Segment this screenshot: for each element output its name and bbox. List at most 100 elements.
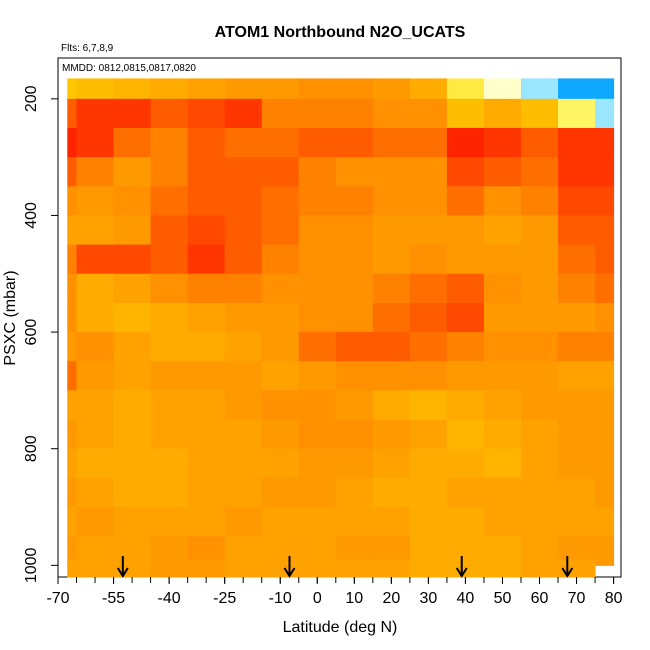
heatmap-cell — [409, 127, 448, 158]
heatmap-cell — [446, 98, 485, 129]
heatmap-cell — [558, 390, 596, 421]
heatmap-cell — [446, 419, 485, 450]
heatmap-cell — [187, 186, 226, 216]
heatmap-cell — [520, 127, 559, 158]
heatmap-cell — [67, 302, 78, 333]
heatmap-cell — [372, 78, 411, 100]
x-tick-label: 50 — [494, 590, 512, 607]
x-tick-label: -55 — [102, 590, 125, 607]
heatmap-cell — [76, 127, 115, 158]
heatmap-cell — [520, 215, 559, 246]
heatmap-cell — [446, 244, 485, 275]
heatmap-cell — [409, 361, 448, 391]
heatmap-cell — [113, 273, 152, 304]
heatmap-cell — [372, 302, 411, 333]
heatmap-cell — [113, 390, 152, 421]
heatmap-cell — [261, 302, 300, 333]
heatmap-cell — [76, 448, 115, 479]
heatmap-cell — [298, 559, 337, 578]
heatmap-cell — [187, 302, 226, 333]
heatmap-cell — [261, 127, 300, 158]
heatmap-cell — [76, 98, 115, 129]
heatmap-cell — [372, 98, 411, 129]
heatmap-cell — [335, 477, 374, 508]
heatmap-cell — [113, 186, 152, 216]
heatmap-cell — [558, 215, 596, 246]
heatmap-cell — [76, 390, 115, 421]
heatmap-cell — [446, 186, 485, 216]
heatmap-cell — [483, 559, 522, 578]
heatmap-cell — [335, 448, 374, 479]
heatmap-cell — [67, 215, 78, 246]
heatmap-cell — [372, 215, 411, 246]
heatmap-cell — [261, 419, 300, 450]
heatmap-cell — [187, 361, 226, 391]
arrow-head — [455, 567, 468, 578]
heatmap-cell — [483, 390, 522, 421]
heatmap-cell — [113, 127, 152, 158]
heatmap-cell — [150, 273, 189, 304]
heatmap-cell — [372, 273, 411, 304]
heatmap-cell — [261, 186, 300, 216]
heatmap-cell — [409, 215, 448, 246]
heatmap-cell — [67, 78, 78, 100]
heatmap-cell — [409, 302, 448, 333]
heatmap-cell — [187, 332, 226, 362]
heatmap-cell — [67, 390, 78, 421]
heatmap-cell — [76, 419, 115, 450]
heatmap-cell — [520, 559, 559, 578]
heatmap-cell — [595, 507, 615, 537]
heatmap-cell — [520, 448, 559, 479]
x-tick-label: 30 — [419, 590, 437, 607]
heatmap-cell — [409, 186, 448, 216]
heatmap-cell — [409, 273, 448, 304]
heatmap-cell — [335, 361, 374, 391]
heatmap-cell — [261, 98, 300, 129]
heatmap-cell — [76, 559, 115, 578]
heatmap-cell — [372, 419, 411, 450]
heatmap-cell — [558, 186, 596, 216]
x-tick-label: -25 — [213, 590, 236, 607]
heatmap-cell — [372, 186, 411, 216]
heatmap-cell — [224, 419, 263, 450]
heatmap-cell — [298, 98, 337, 129]
heatmap-cell — [224, 273, 263, 304]
heatmap-cell — [224, 302, 263, 333]
heatmap-cell — [187, 477, 226, 508]
heatmap-cell — [520, 186, 559, 216]
heatmap-cell — [224, 127, 263, 158]
heatmap-cell — [409, 157, 448, 187]
heatmap-cell — [558, 157, 596, 187]
heatmap-cell — [409, 390, 448, 421]
y-tick-label: 600 — [23, 319, 40, 346]
heatmap-cell — [520, 157, 559, 187]
heatmap-cell — [558, 507, 596, 537]
heatmap-cell — [558, 78, 596, 100]
heatmap-cell — [67, 244, 78, 275]
heatmap-cell — [113, 244, 152, 275]
heatmap-cell — [150, 78, 189, 100]
heatmap-cell — [520, 507, 559, 537]
heatmap-cell — [224, 448, 263, 479]
heatmap-cell — [483, 332, 522, 362]
heatmap-cell — [372, 157, 411, 187]
heatmap-cell — [298, 507, 337, 537]
y-axis-label: PSXC (mbar) — [2, 270, 19, 365]
heatmap-cell — [335, 419, 374, 450]
heatmap-cell — [335, 507, 374, 537]
heatmap-cell — [335, 559, 374, 578]
heatmap-cell — [595, 98, 615, 129]
heatmap-cell — [409, 507, 448, 537]
heatmap-cell — [67, 186, 78, 216]
heatmap-cell — [372, 507, 411, 537]
heatmap-cell — [520, 477, 559, 508]
heatmap-cell — [298, 157, 337, 187]
heatmap-cell — [372, 559, 411, 578]
heatmap-cell — [67, 559, 78, 578]
heatmap-cell — [409, 477, 448, 508]
x-tick-label: -40 — [158, 590, 181, 607]
heatmap-cell — [595, 536, 615, 566]
latitude-arrow — [561, 556, 574, 578]
y-tick-label: 400 — [23, 202, 40, 229]
